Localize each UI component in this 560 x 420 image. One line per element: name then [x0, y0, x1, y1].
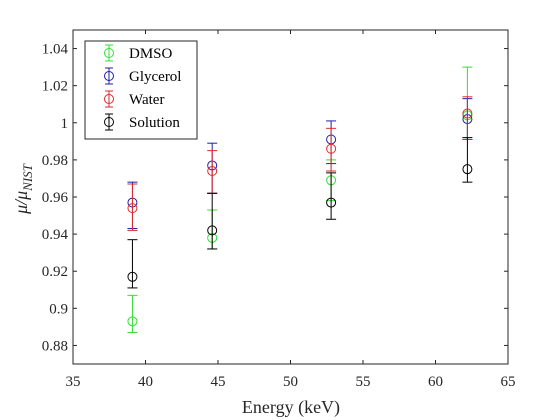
- legend-marker: [104, 117, 114, 127]
- y-tick-label: 1: [61, 116, 69, 132]
- legend-marker: [104, 71, 114, 81]
- legend: DMSO Glycerol Water Solution: [84, 40, 198, 140]
- legend-item: DMSO: [104, 44, 173, 62]
- data-point: [462, 108, 473, 119]
- legend-item: Solution: [104, 113, 180, 131]
- legend-box: [84, 40, 198, 140]
- x-tick-label: 50: [283, 374, 298, 390]
- x-tick-label: 60: [428, 374, 443, 390]
- y-tick-label: 0.94: [42, 227, 69, 243]
- legend-marker: [104, 48, 114, 58]
- x-tick-label: 65: [501, 374, 516, 390]
- data-point: [207, 166, 218, 177]
- x-tick-label: 45: [211, 374, 226, 390]
- data-point: [326, 197, 337, 208]
- legend-label: DMSO: [129, 46, 173, 62]
- y-tick-label: 0.96: [42, 190, 69, 206]
- data-point: [326, 143, 337, 154]
- legend-label: Water: [129, 92, 164, 108]
- legend-marker: [104, 94, 114, 104]
- data-point: [462, 164, 473, 175]
- y-tick-label: 1.04: [42, 42, 69, 58]
- data-point: [127, 316, 138, 327]
- legend-item: Water: [104, 90, 164, 108]
- y-tick-label: 0.88: [42, 338, 68, 354]
- y-tick-label: 0.98: [42, 153, 68, 169]
- data-point: [127, 271, 138, 282]
- y-tick-label: 0.92: [42, 264, 68, 280]
- y-tick-label: 0.9: [49, 301, 68, 317]
- series-solution: [127, 137, 473, 289]
- data-point: [207, 225, 218, 236]
- legend-label: Solution: [129, 115, 180, 131]
- y-tick-label: 1.02: [42, 79, 68, 95]
- y-axis-label-main: μ/μ: [11, 191, 31, 215]
- x-axis-label: Energy (keV): [242, 397, 340, 418]
- x-tick-label: 35: [66, 374, 81, 390]
- legend-label: Glycerol: [129, 69, 181, 85]
- y-axis-label-subscript: NIST: [20, 163, 35, 192]
- x-tick-label: 40: [138, 374, 153, 390]
- data-point: [127, 203, 138, 214]
- y-axis-label: μ/μNIST: [11, 163, 35, 215]
- series-layer: [127, 66, 473, 333]
- axis-ticks: 35 40 45 50 55 60 65 0.88 0.9 0.92 0.94 0.96 0.98 1 1.…: [42, 30, 516, 390]
- legend-item: Glycerol: [104, 67, 181, 85]
- x-tick-label: 55: [356, 374, 371, 390]
